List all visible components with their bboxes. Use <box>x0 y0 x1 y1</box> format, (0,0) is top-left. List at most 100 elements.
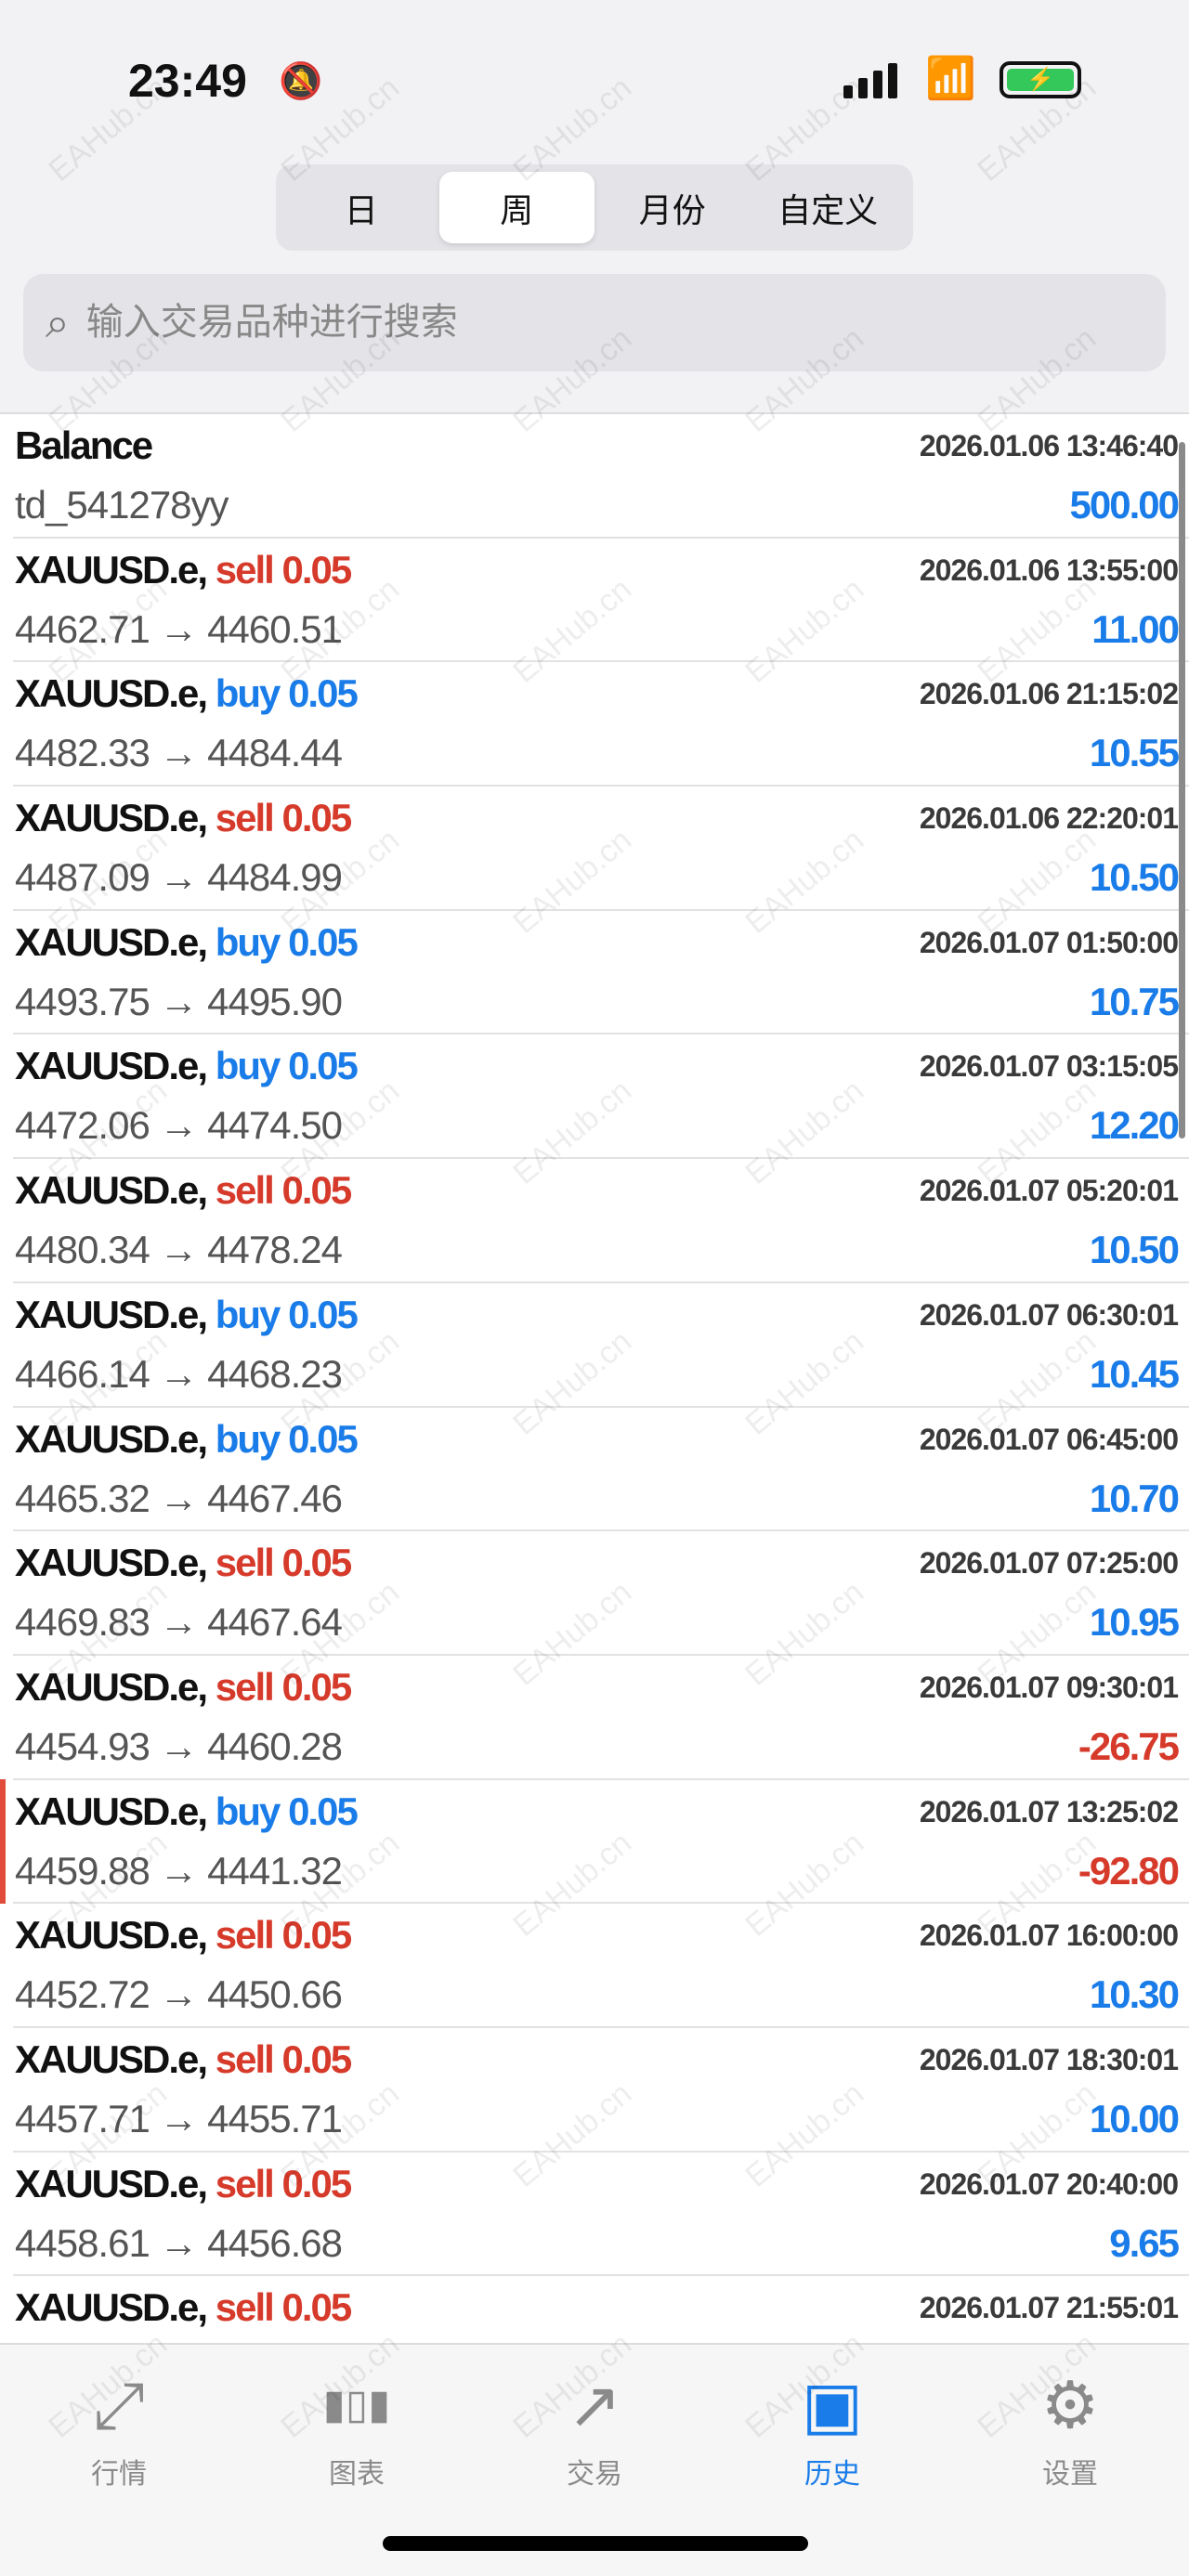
status-bar: 23:49 🔕 📶 ⚡ <box>0 0 1189 149</box>
deal-row[interactable]: XAUUSD.e, sell 0.05 2026.01.07 18:30:01 44… <box>13 2028 1189 2153</box>
deal-row[interactable]: XAUUSD.e, buy 0.05 2026.01.07 06:30:01 446… <box>13 1283 1189 1408</box>
deal-type: buy <box>215 1789 281 1833</box>
deal-volume: 0.05 <box>288 1292 359 1336</box>
deal-title: XAUUSD.e, buy 0.05 <box>15 1044 359 1088</box>
deal-row[interactable]: XAUUSD.e, sell 0.05 2026.01.07 20:40:00 44… <box>13 2153 1189 2277</box>
segment-3[interactable]: 自定义 <box>777 190 879 229</box>
deal-symbol: XAUUSD.e, <box>15 1664 208 1709</box>
deal-prices: 4472.06 → 4474.50 <box>15 1103 343 1148</box>
tab-2[interactable]: ↗ 交易 <box>476 2345 713 2576</box>
tab-label: 图表 <box>329 2459 385 2490</box>
home-indicator[interactable] <box>383 2536 808 2551</box>
tab-4[interactable]: ⚙ 设置 <box>951 2345 1189 2576</box>
deal-prices: 4465.32 → 4467.46 <box>15 1476 343 1520</box>
deal-symbol: XAUUSD.e, <box>15 2036 208 2081</box>
deal-symbol: XAUUSD.e, <box>15 2285 208 2330</box>
deal-row[interactable]: XAUUSD.e, sell 0.05 2026.01.06 22:20:01 44… <box>13 787 1189 911</box>
wifi-icon: 📶 <box>925 56 976 101</box>
deal-prices: 4459.88 → 4441.32 <box>15 1848 343 1893</box>
deal-row[interactable]: XAUUSD.e, sell 0.05 2026.01.07 09:30:01 44… <box>13 1656 1189 1780</box>
candlestick-chart-icon: ▮▯▮ <box>322 2382 391 2427</box>
deal-profit: 10.45 <box>1089 1351 1180 1396</box>
quotes-arrows-icon: ⤢ <box>93 2369 145 2441</box>
deal-type: buy <box>215 1292 281 1336</box>
deal-profit: 10.70 <box>1089 1476 1180 1520</box>
deal-volume: 0.05 <box>281 1168 352 1213</box>
deal-title: XAUUSD.e, buy 0.05 <box>15 920 359 965</box>
deal-profit: -26.75 <box>1078 1724 1180 1768</box>
deal-title: XAUUSD.e, sell 0.05 <box>15 1664 352 1710</box>
selected-row-marker <box>0 1779 6 1904</box>
deal-title: XAUUSD.e, sell 0.05 <box>15 1541 352 1585</box>
scrollbar[interactable] <box>1179 442 1185 1138</box>
deal-profit: 10.50 <box>1089 855 1180 900</box>
balance-amount: 500.00 <box>1069 483 1180 527</box>
deal-title: XAUUSD.e, sell 0.05 <box>15 1168 352 1213</box>
bell-muted-icon: 🔕 <box>279 62 323 101</box>
tab-3[interactable]: ▣ 历史 <box>713 2345 951 2576</box>
tab-label: 行情 <box>91 2459 147 2490</box>
deal-row[interactable]: XAUUSD.e, buy 0.05 2026.01.07 06:45:00 446… <box>13 1408 1189 1532</box>
segment-2[interactable]: 月份 <box>638 190 706 229</box>
deal-volume: 0.05 <box>281 2285 352 2330</box>
deal-time: 2026.01.07 13:25:02 <box>919 1794 1179 1828</box>
deal-volume: 0.05 <box>281 547 352 592</box>
tab-label: 历史 <box>804 2459 860 2490</box>
segment-1[interactable]: 周 <box>438 172 594 243</box>
status-time: 23:49 <box>128 55 247 107</box>
deal-type: sell <box>215 1913 275 1958</box>
deal-symbol: XAUUSD.e, <box>15 1292 208 1336</box>
deal-prices: 4462.71 → 4460.51 <box>15 606 343 651</box>
gear-icon: ⚙ <box>1040 2369 1100 2441</box>
deal-row[interactable]: XAUUSD.e, sell 0.05 2026.01.06 13:55:00 44… <box>13 539 1189 663</box>
deal-symbol: XAUUSD.e, <box>15 1913 208 1958</box>
deal-type: sell <box>215 1664 275 1709</box>
deal-row[interactable]: XAUUSD.e, sell 0.05 2026.01.07 16:00:00 44… <box>13 1904 1189 2028</box>
deal-type: sell <box>215 796 275 840</box>
tab-0[interactable]: ⤢ 行情 <box>0 2345 238 2576</box>
deal-row[interactable]: XAUUSD.e, sell 0.05 2026.01.07 05:20:01 44… <box>13 1159 1189 1283</box>
deal-profit: 10.95 <box>1089 1600 1180 1645</box>
deal-type: sell <box>215 2285 275 2330</box>
trade-chart-icon: ↗ <box>567 2369 622 2441</box>
deal-symbol: XAUUSD.e, <box>15 1416 208 1461</box>
deal-row[interactable]: XAUUSD.e, buy 0.05 2026.01.07 01:50:00 449… <box>13 911 1189 1035</box>
tab-1[interactable]: ▮▯▮ 图表 <box>238 2345 476 2576</box>
search-bar[interactable]: ⌕ <box>23 274 1166 371</box>
deal-volume: 0.05 <box>288 1789 359 1833</box>
deal-profit: 12.20 <box>1089 1103 1180 1148</box>
deal-time: 2026.01.07 01:50:00 <box>919 925 1179 959</box>
deal-symbol: XAUUSD.e, <box>15 1541 208 1585</box>
deal-profit: 11.00 <box>1091 606 1180 651</box>
deal-time: 2026.01.07 20:40:00 <box>919 2166 1179 2201</box>
deal-row[interactable]: XAUUSD.e, sell 0.05 2026.01.07 07:25:00 44… <box>13 1531 1189 1656</box>
deal-row[interactable]: XAUUSD.e, sell 0.05 2026.01.07 21:55:01 <box>13 2276 1189 2343</box>
deal-type: buy <box>215 671 281 716</box>
deal-row[interactable]: XAUUSD.e, buy 0.05 2026.01.07 13:25:02 445… <box>13 1780 1189 1905</box>
segment-0[interactable]: 日 <box>344 190 378 229</box>
deal-type: sell <box>215 2036 275 2081</box>
deal-symbol: XAUUSD.e, <box>15 1044 208 1088</box>
deal-volume: 0.05 <box>288 1416 359 1461</box>
deal-title: XAUUSD.e, buy 0.05 <box>15 1292 359 1337</box>
deal-prices: 4454.93 → 4460.28 <box>15 1724 343 1768</box>
deal-prices: 4466.14 → 4468.23 <box>15 1351 343 1396</box>
deal-time: 2026.01.07 09:30:01 <box>919 1670 1179 1704</box>
search-input[interactable] <box>85 302 1108 344</box>
deal-time: 2026.01.07 05:20:01 <box>919 1174 1179 1208</box>
deal-profit: -92.80 <box>1078 1848 1180 1893</box>
deal-prices: 4487.09 → 4484.99 <box>15 855 343 900</box>
history-list: Balance 2026.01.06 13:46:40 td_541278yy … <box>0 412 1189 2343</box>
deal-volume: 0.05 <box>281 2036 352 2081</box>
deal-time: 2026.01.07 18:30:01 <box>919 2042 1179 2076</box>
deal-symbol: XAUUSD.e, <box>15 2161 208 2205</box>
history-tray-icon: ▣ <box>801 2369 864 2441</box>
deal-prices: 4452.72 → 4450.66 <box>15 1972 343 2017</box>
deal-time: 2026.01.06 22:20:01 <box>919 801 1179 836</box>
balance-row[interactable]: Balance 2026.01.06 13:46:40 td_541278yy … <box>13 414 1189 539</box>
deal-row[interactable]: XAUUSD.e, buy 0.05 2026.01.06 21:15:02 448… <box>13 662 1189 787</box>
deal-title: XAUUSD.e, sell 0.05 <box>15 2285 352 2330</box>
deal-title: XAUUSD.e, sell 0.05 <box>15 796 352 840</box>
deal-row[interactable]: XAUUSD.e, buy 0.05 2026.01.07 03:15:05 447… <box>13 1034 1189 1160</box>
deal-title: XAUUSD.e, buy 0.05 <box>15 671 359 716</box>
